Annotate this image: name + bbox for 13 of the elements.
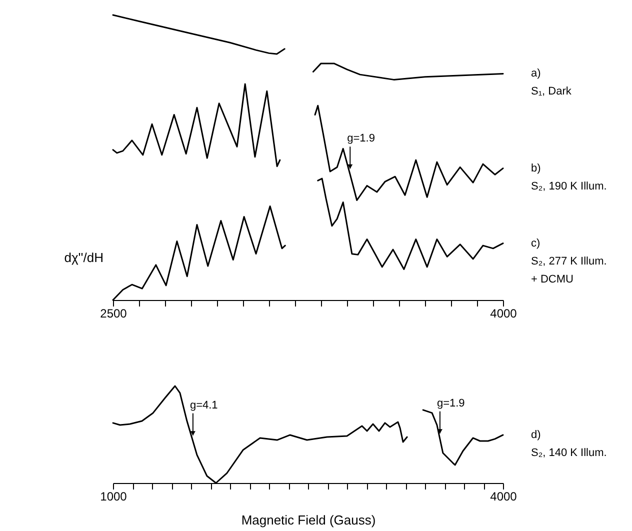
x-tick-label: 2500	[100, 306, 128, 320]
y-axis-title: dχ''/dH	[64, 250, 104, 265]
x-tick-label: 1000	[100, 490, 128, 504]
text: b) S₂, 190 K Illum.	[531, 162, 607, 192]
x-axis-title: Magnetic Field (Gauss)	[241, 512, 376, 528]
text: a) S₁, Dark	[531, 68, 572, 98]
annotation: g=4.1	[190, 399, 218, 412]
text: d) S₂, 140 K Illum.	[531, 428, 607, 459]
annotation: g=1.9	[436, 397, 465, 410]
annotation: g=1.9	[347, 132, 375, 145]
text: c) S₂, 277 K Illum. + DCMU	[531, 237, 607, 286]
x-tick-label: 4000	[490, 490, 518, 504]
x-tick-label: 4000	[490, 306, 518, 320]
